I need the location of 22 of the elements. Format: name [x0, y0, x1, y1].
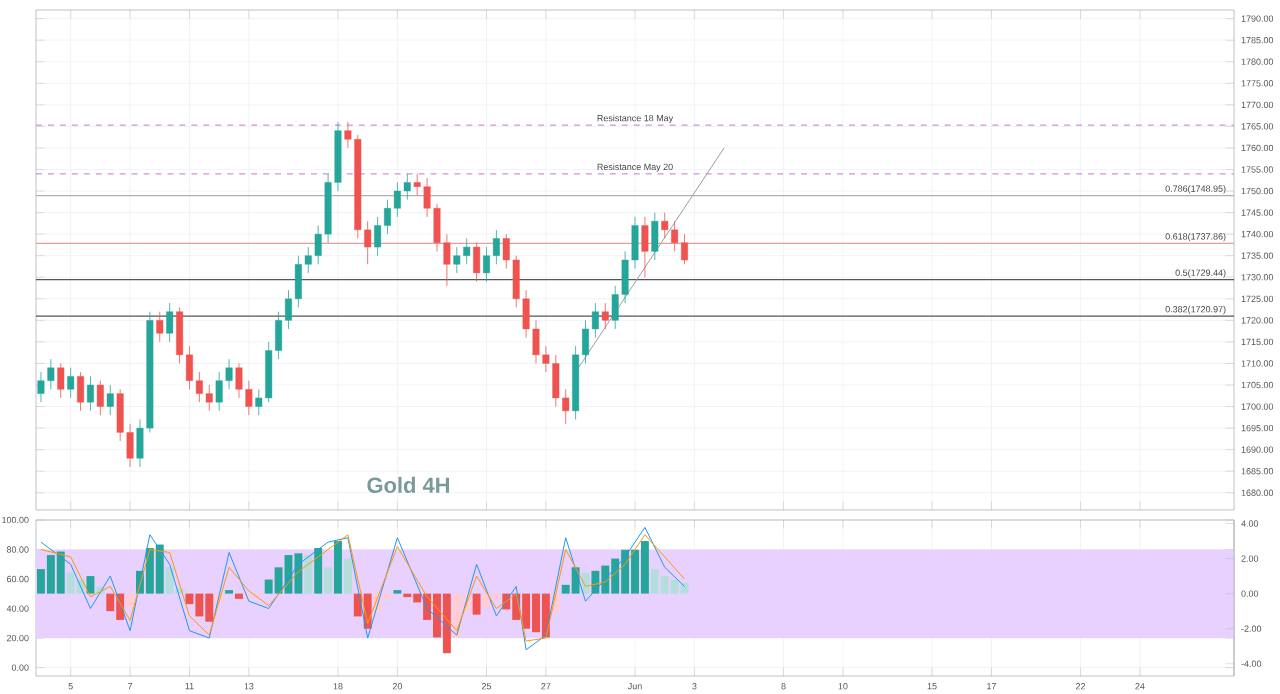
- candlestick: [77, 371, 85, 412]
- candlestick: [641, 216, 649, 278]
- bar: [334, 541, 342, 594]
- bar: [324, 567, 333, 594]
- annotation: Gold 4H: [367, 476, 450, 493]
- candlestick: [57, 363, 65, 399]
- candlestick: [96, 380, 104, 416]
- bar: [304, 555, 313, 594]
- bar: [343, 558, 352, 594]
- bar: [235, 593, 243, 599]
- bar: [126, 593, 135, 608]
- candlestick: [156, 311, 164, 343]
- candlestick: [106, 384, 114, 416]
- candlestick: [86, 375, 94, 412]
- bar: [472, 593, 481, 615]
- bar: [86, 576, 95, 594]
- candlestick: [67, 367, 75, 399]
- candlestick: [651, 212, 659, 261]
- candlestick: [473, 242, 481, 282]
- bar: [314, 548, 323, 594]
- candlestick: [166, 302, 174, 343]
- candlestick: [601, 302, 609, 330]
